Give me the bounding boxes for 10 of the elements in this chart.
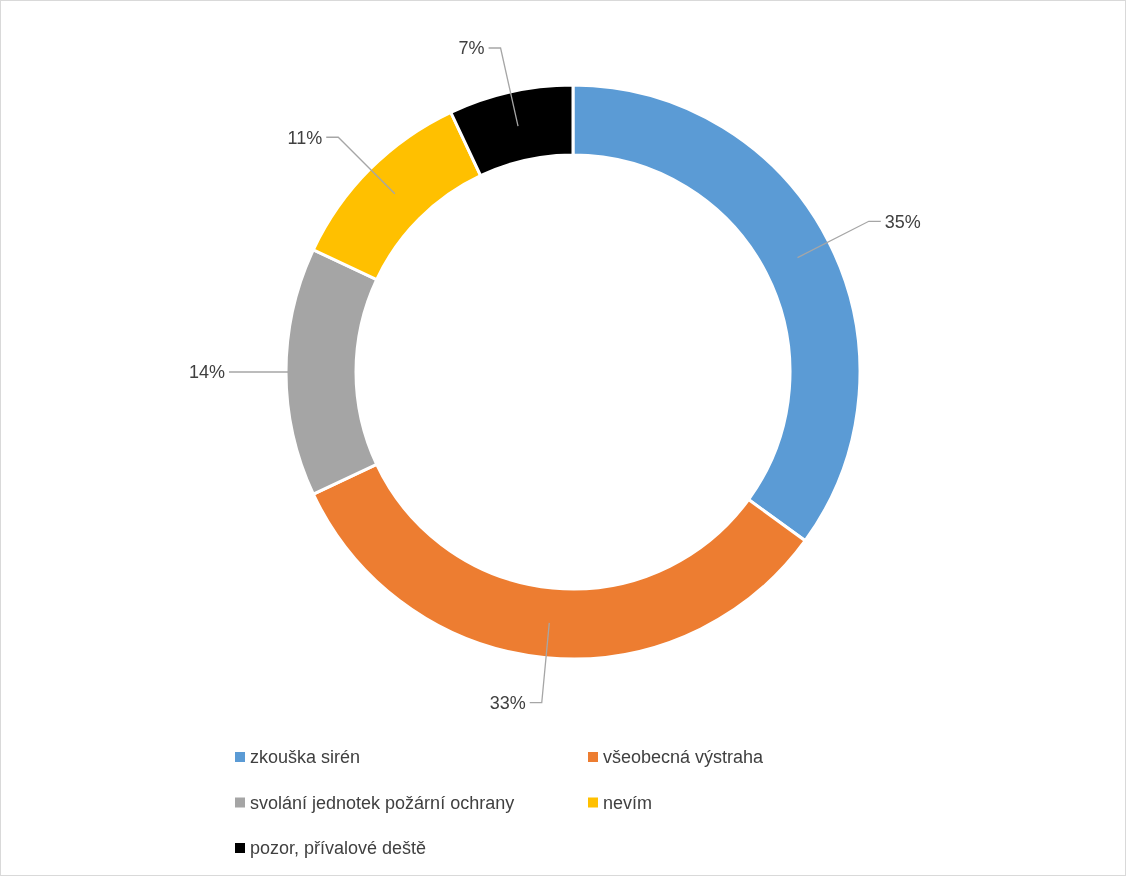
- legend-label: nevím: [603, 792, 653, 813]
- data-label: 35%: [884, 211, 921, 232]
- data-label: 33%: [489, 692, 526, 713]
- data-label: 7%: [458, 38, 485, 59]
- legend-label: svolání jednotek požární ochrany: [250, 792, 515, 813]
- data-label: 14%: [188, 362, 225, 383]
- data-label: 11%: [287, 127, 323, 148]
- legend-label: pozor, přívalové deště: [250, 838, 427, 859]
- legend-label: všeobecná výstraha: [603, 747, 765, 768]
- legend-label: zkouška sirén: [250, 747, 361, 768]
